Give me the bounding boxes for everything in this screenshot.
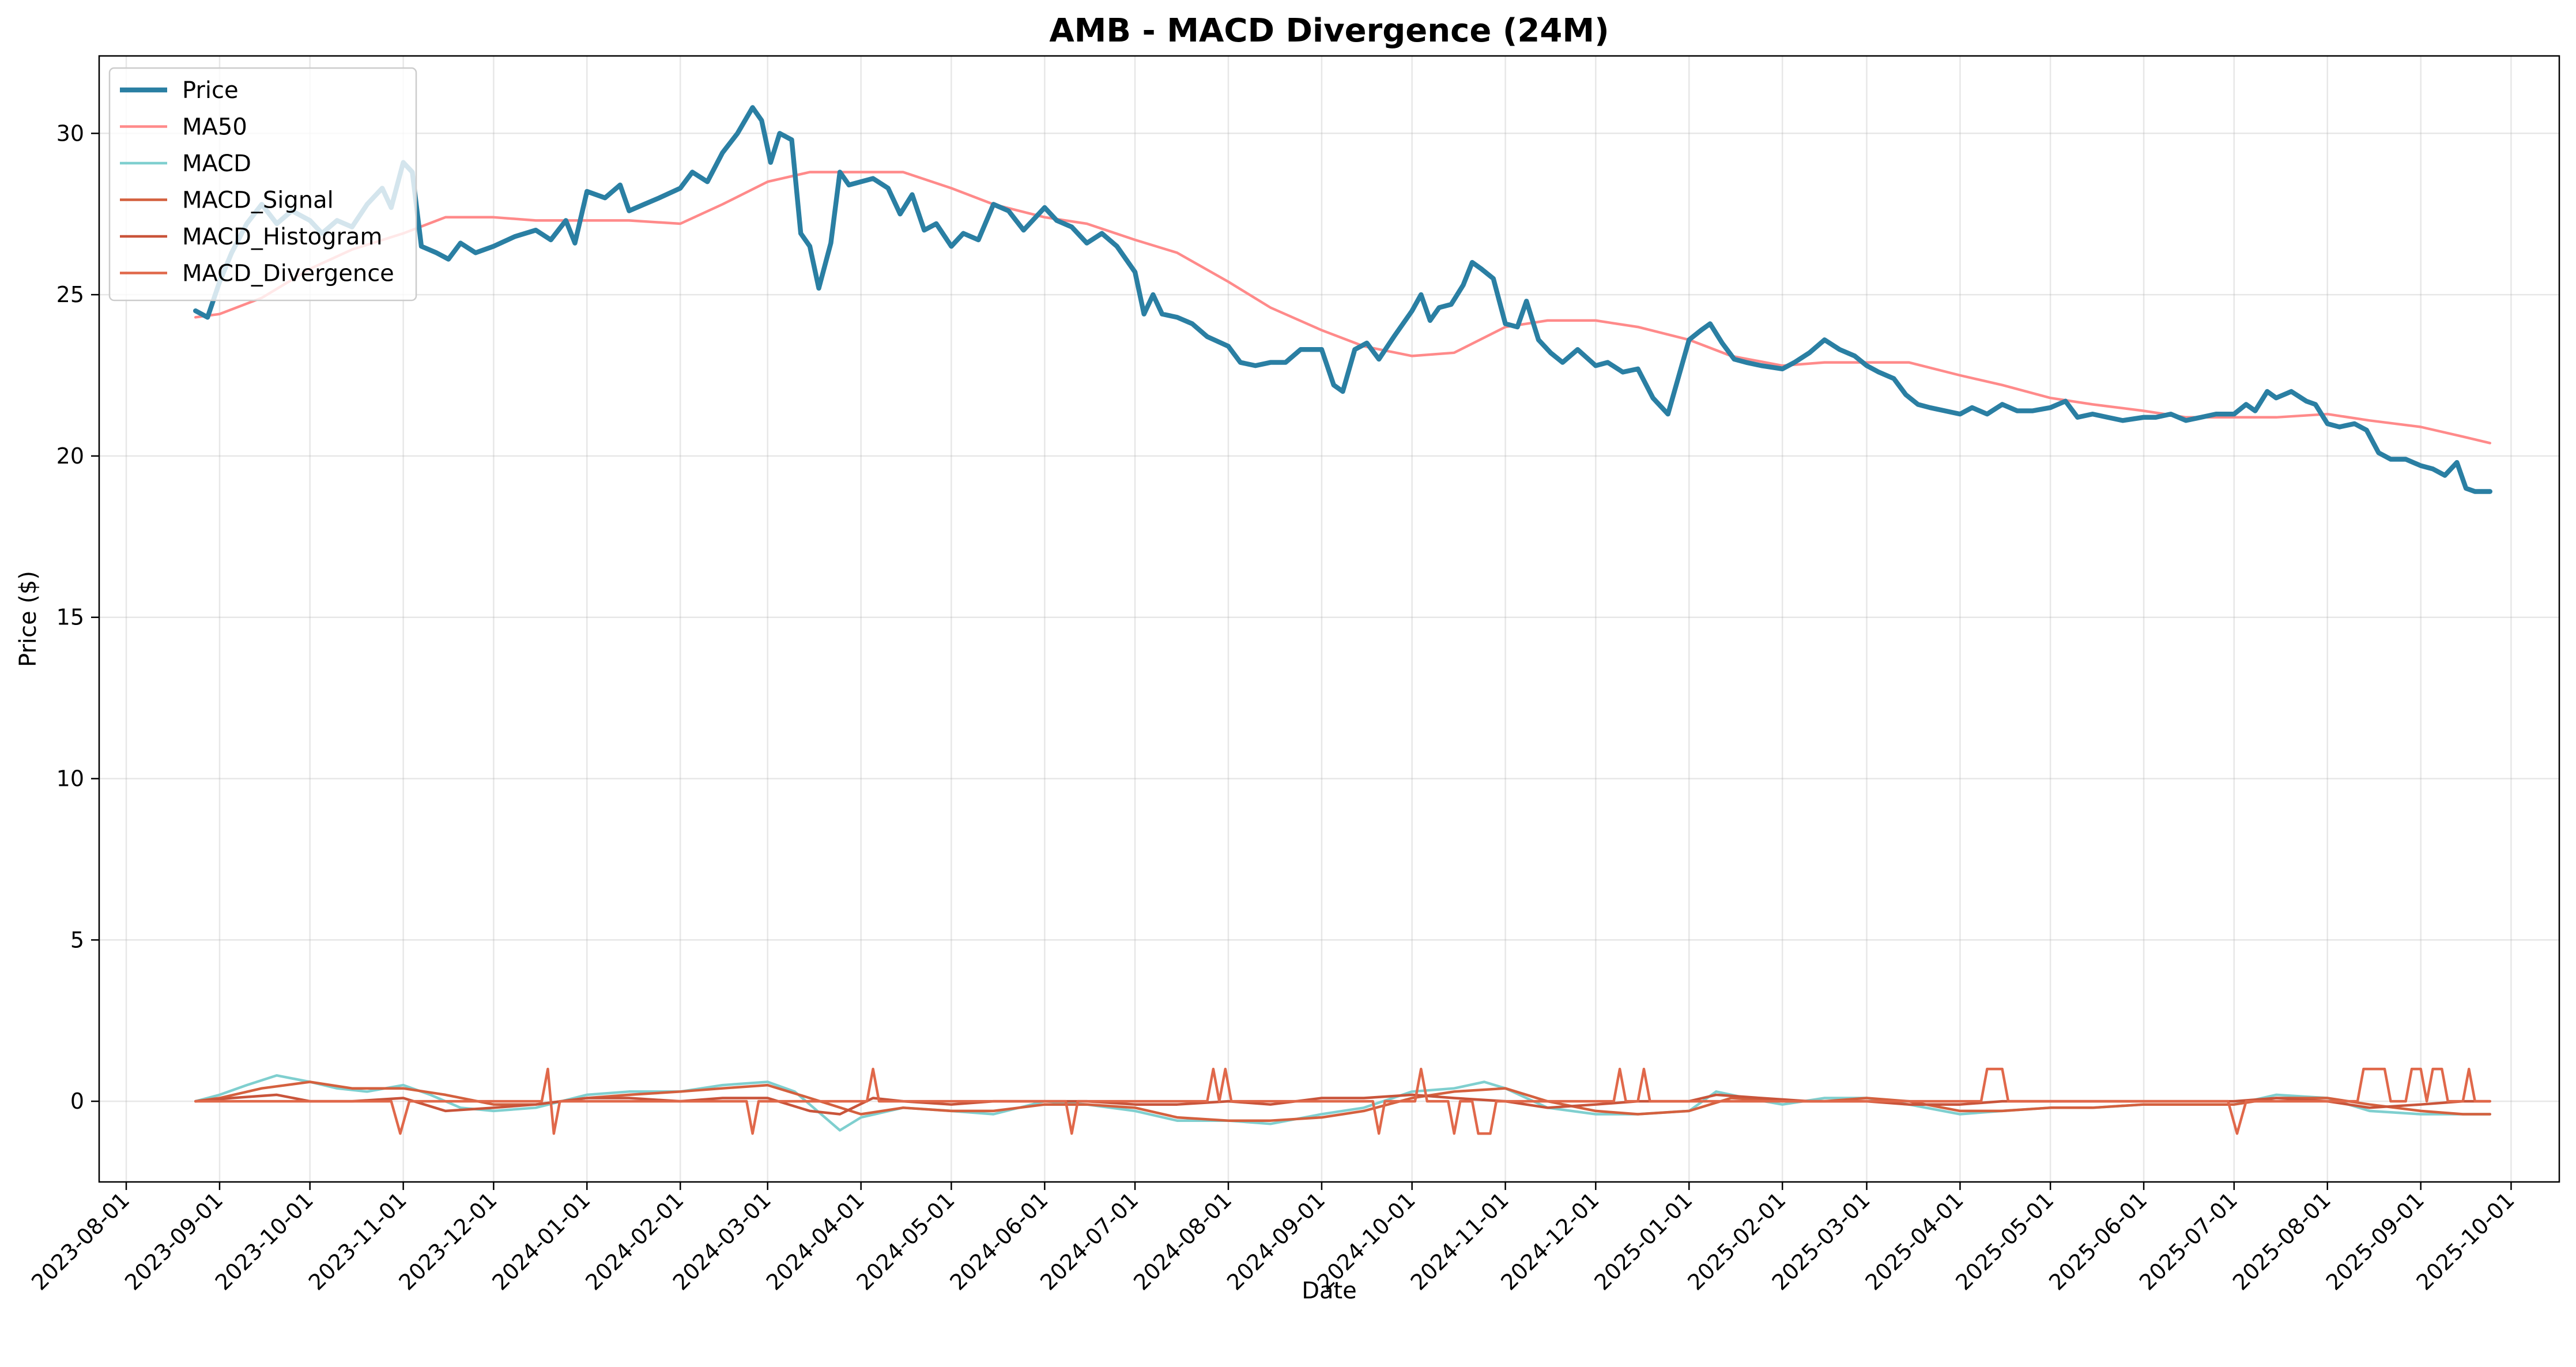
y-axis-ticks: 0 5 10 15 20 25 30: [56, 120, 99, 1114]
series-line-ma50: [194, 171, 2492, 445]
y-tick-label: 0: [70, 1089, 84, 1114]
legend-label: MACD_Divergence: [182, 261, 394, 287]
y-tick-label: 5: [70, 927, 84, 952]
plot-frame: [98, 55, 2560, 1183]
series-line-price: [193, 105, 2492, 494]
y-tick-label: 10: [56, 766, 84, 792]
y-axis-label: Price ($): [15, 571, 42, 667]
legend-label: MACD_Signal: [182, 187, 334, 214]
legend-label: MACD: [182, 150, 251, 177]
y-tick-label: 25: [56, 282, 84, 307]
y-tick-label: 30: [56, 120, 84, 146]
x-axis-label: Date: [1302, 1278, 1357, 1304]
series-layer: [193, 105, 2492, 1135]
legend: Price MA50 MACD MACD_Signal MACD_Histogram MA…: [108, 67, 417, 302]
y-tick-label: 15: [56, 605, 84, 630]
legend-label: MA50: [182, 114, 247, 141]
legend-label: Price: [182, 77, 239, 104]
y-tick-label: 20: [56, 443, 84, 469]
legend-label: MACD_Histogram: [182, 224, 382, 250]
legend-box: [108, 67, 417, 302]
chart-title: AMB - MACD Divergence (24M): [1049, 12, 1609, 50]
series-line-macd-divergence: [194, 1067, 2492, 1135]
